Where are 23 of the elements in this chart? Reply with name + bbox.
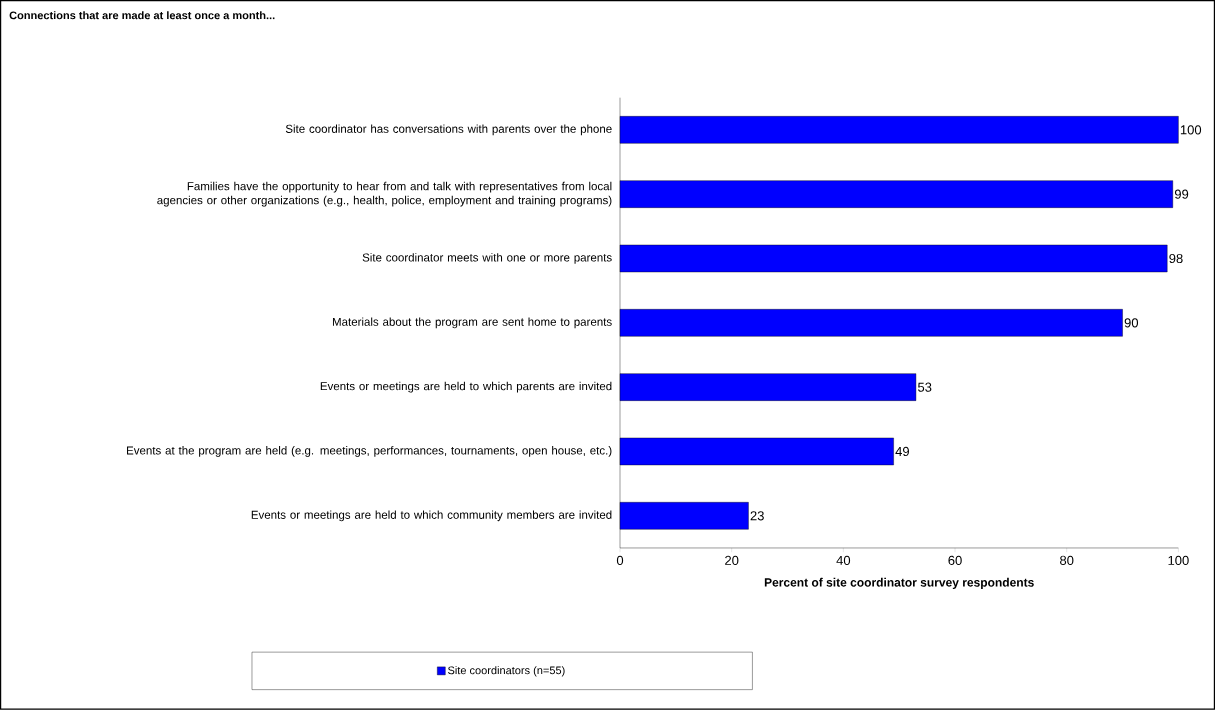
x-tick-label: 40 — [836, 555, 851, 566]
data-label: 53 — [918, 382, 932, 392]
x-tick-label: 60 — [948, 555, 962, 566]
y-tick-label: Events or meetings are held to which parents are invited — [320, 381, 612, 393]
data-label: 99 — [1174, 189, 1189, 199]
x-tick-label: 80 — [1060, 555, 1074, 566]
y-tick-label: Site coordinator meets with one or more parents — [362, 253, 612, 265]
x-axis-title: Percent of site coordinator survey respondents — [764, 578, 1034, 590]
x-tick-label: 20 — [725, 555, 739, 566]
x-tick-label: 100 — [1168, 555, 1189, 566]
y-tick-label: Events at the program are held (e.g. meetings, performances, tournaments, open house, etc.) — [127, 446, 612, 457]
data-label: 90 — [1124, 318, 1139, 328]
x-tick-label: 0 — [616, 555, 624, 566]
data-label: 98 — [1169, 254, 1183, 264]
data-label: 100 — [1180, 125, 1202, 135]
y-tick-label: Families have the opportunity to hear from and talk with representatives from local agencies or other organizations (e.g., health, police, employment and training programs) — [157, 181, 612, 207]
y-tick-label: Materials about the program are sent home to parents — [332, 317, 612, 329]
data-label: 49 — [895, 447, 909, 457]
data-label: 23 — [750, 511, 764, 521]
text: Connections that are made at least once a month... — [9, 11, 275, 20]
y-tick-label: Site coordinator has conversations with parents over the phone — [285, 124, 612, 136]
legend-label: Site coordinators (n=55) — [448, 666, 565, 677]
y-tick-label: Events or meetings are held to which community members are invited — [251, 510, 612, 522]
